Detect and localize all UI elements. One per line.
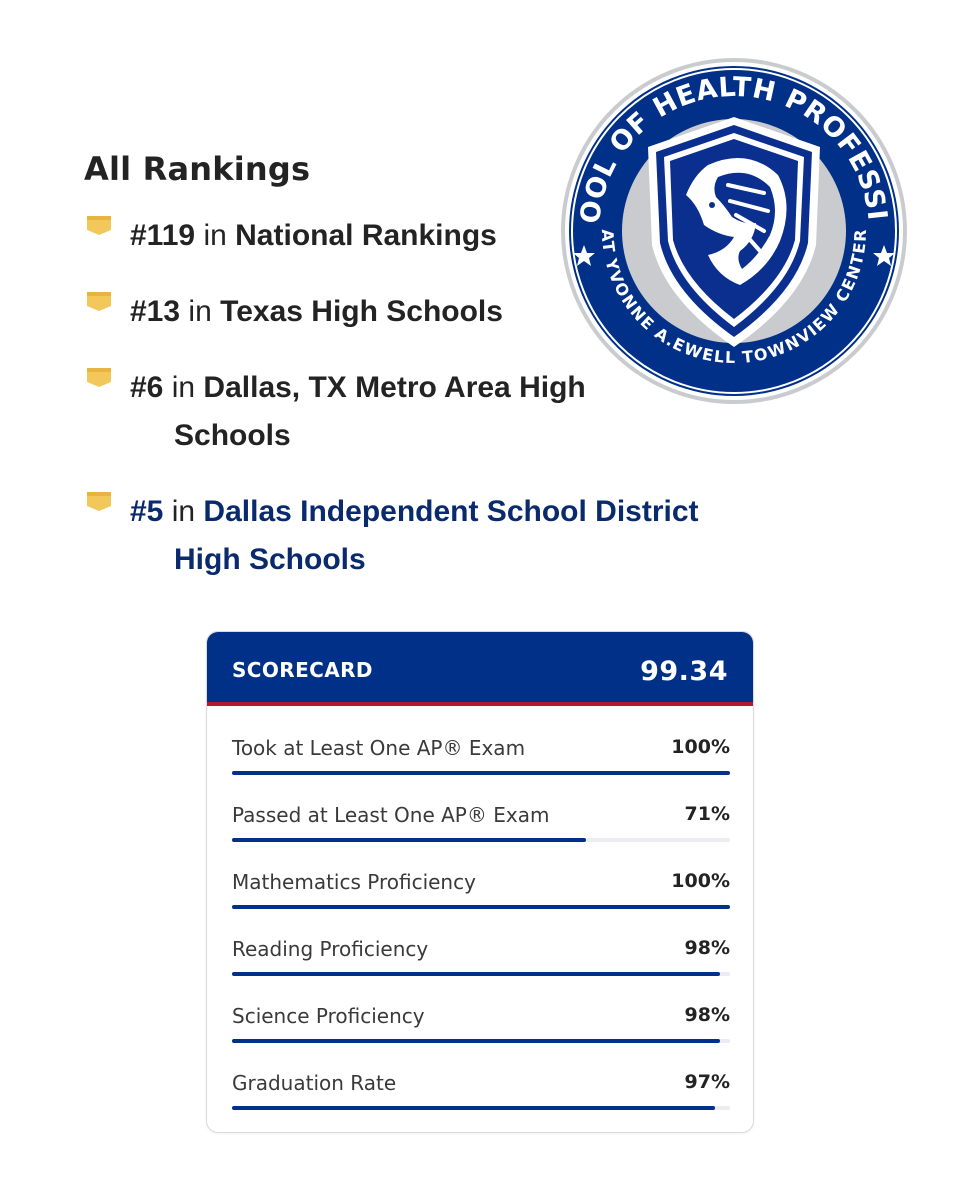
metric-progress-track [232, 972, 730, 976]
rank-connector: in [171, 495, 196, 528]
rank-number: #13 [130, 295, 181, 328]
metric-progress-track [232, 1039, 730, 1043]
rank-number: #6 [130, 371, 164, 404]
ribbon-icon [87, 368, 111, 387]
metric-value: 97% [684, 1071, 730, 1093]
rank-place: Texas High Schools [220, 295, 503, 328]
metric-progress-fill [232, 1106, 716, 1110]
school-logo: SCHOOL OF HEALTH PROFESSIONS AT YVONNE A… [558, 55, 908, 405]
rank-place-link[interactable]: Dallas Independent School District [203, 495, 699, 528]
metric-row: Science Proficiency 98% [232, 1004, 730, 1064]
metric-progress-track [232, 771, 730, 775]
metric-value: 71% [684, 803, 730, 825]
metric-label: Science Proficiency [232, 1004, 425, 1028]
metric-progress-fill [232, 905, 730, 909]
scorecard-header: SCORECARD 99.34 [207, 632, 753, 706]
metric-label: Graduation Rate [232, 1071, 397, 1095]
rank-number: #5 [130, 495, 164, 528]
metric-progress-fill [232, 771, 730, 775]
star-icon [573, 245, 895, 266]
scorecard-card: SCORECARD 99.34 Took at Least One AP® Ex… [206, 631, 754, 1133]
metric-progress-track [232, 905, 730, 909]
metric-value: 100% [671, 870, 730, 892]
rankings-heading: All Rankings [84, 150, 311, 188]
lion-shield-icon [648, 117, 820, 347]
metric-row: Took at Least One AP® Exam 100% [232, 736, 730, 796]
ribbon-icon [87, 492, 111, 511]
all-rankings-section: All Rankings #119 in National Rankings #… [84, 150, 724, 576]
rank-place: Dallas, TX Metro Area High [203, 371, 586, 404]
metric-row: Passed at Least One AP® Exam 71% [232, 803, 730, 863]
metric-label: Passed at Least One AP® Exam [232, 803, 550, 827]
metric-label: Reading Proficiency [232, 937, 429, 961]
ranking-text: #13 in Texas High Schools [130, 288, 710, 336]
rank-place-link-continued[interactable]: High Schools [174, 543, 366, 576]
metric-label: Mathematics Proficiency [232, 870, 476, 894]
ribbon-icon [87, 292, 111, 311]
rank-number: #119 [130, 219, 196, 252]
ranking-text: #119 in National Rankings [130, 212, 710, 260]
metric-value: 98% [684, 1004, 730, 1026]
rank-place-continued: Schools [174, 419, 291, 452]
ranking-text: #6 in Dallas, TX Metro Area High Schools [130, 364, 710, 460]
rank-connector: in [188, 295, 212, 328]
metric-progress-fill [232, 838, 586, 842]
scorecard-score: 99.34 [640, 656, 728, 687]
metric-row: Graduation Rate 97% [232, 1071, 730, 1131]
rank-place: National Rankings [235, 219, 497, 252]
rank-connector: in [171, 371, 196, 404]
metric-value: 98% [684, 937, 730, 959]
ribbon-icon [87, 216, 111, 235]
metric-progress-fill [232, 972, 721, 976]
scorecard-title: SCORECARD [232, 658, 373, 682]
metric-progress-fill [232, 1039, 721, 1043]
metric-progress-track [232, 1106, 730, 1110]
ranking-text: #5 in Dallas Independent School District… [130, 488, 710, 584]
metric-row: Mathematics Proficiency 100% [232, 870, 730, 930]
metric-label: Took at Least One AP® Exam [232, 736, 526, 760]
rank-connector: in [203, 219, 227, 252]
metric-value: 100% [671, 736, 730, 758]
metric-row: Reading Proficiency 98% [232, 937, 730, 997]
metric-progress-track [232, 838, 730, 842]
